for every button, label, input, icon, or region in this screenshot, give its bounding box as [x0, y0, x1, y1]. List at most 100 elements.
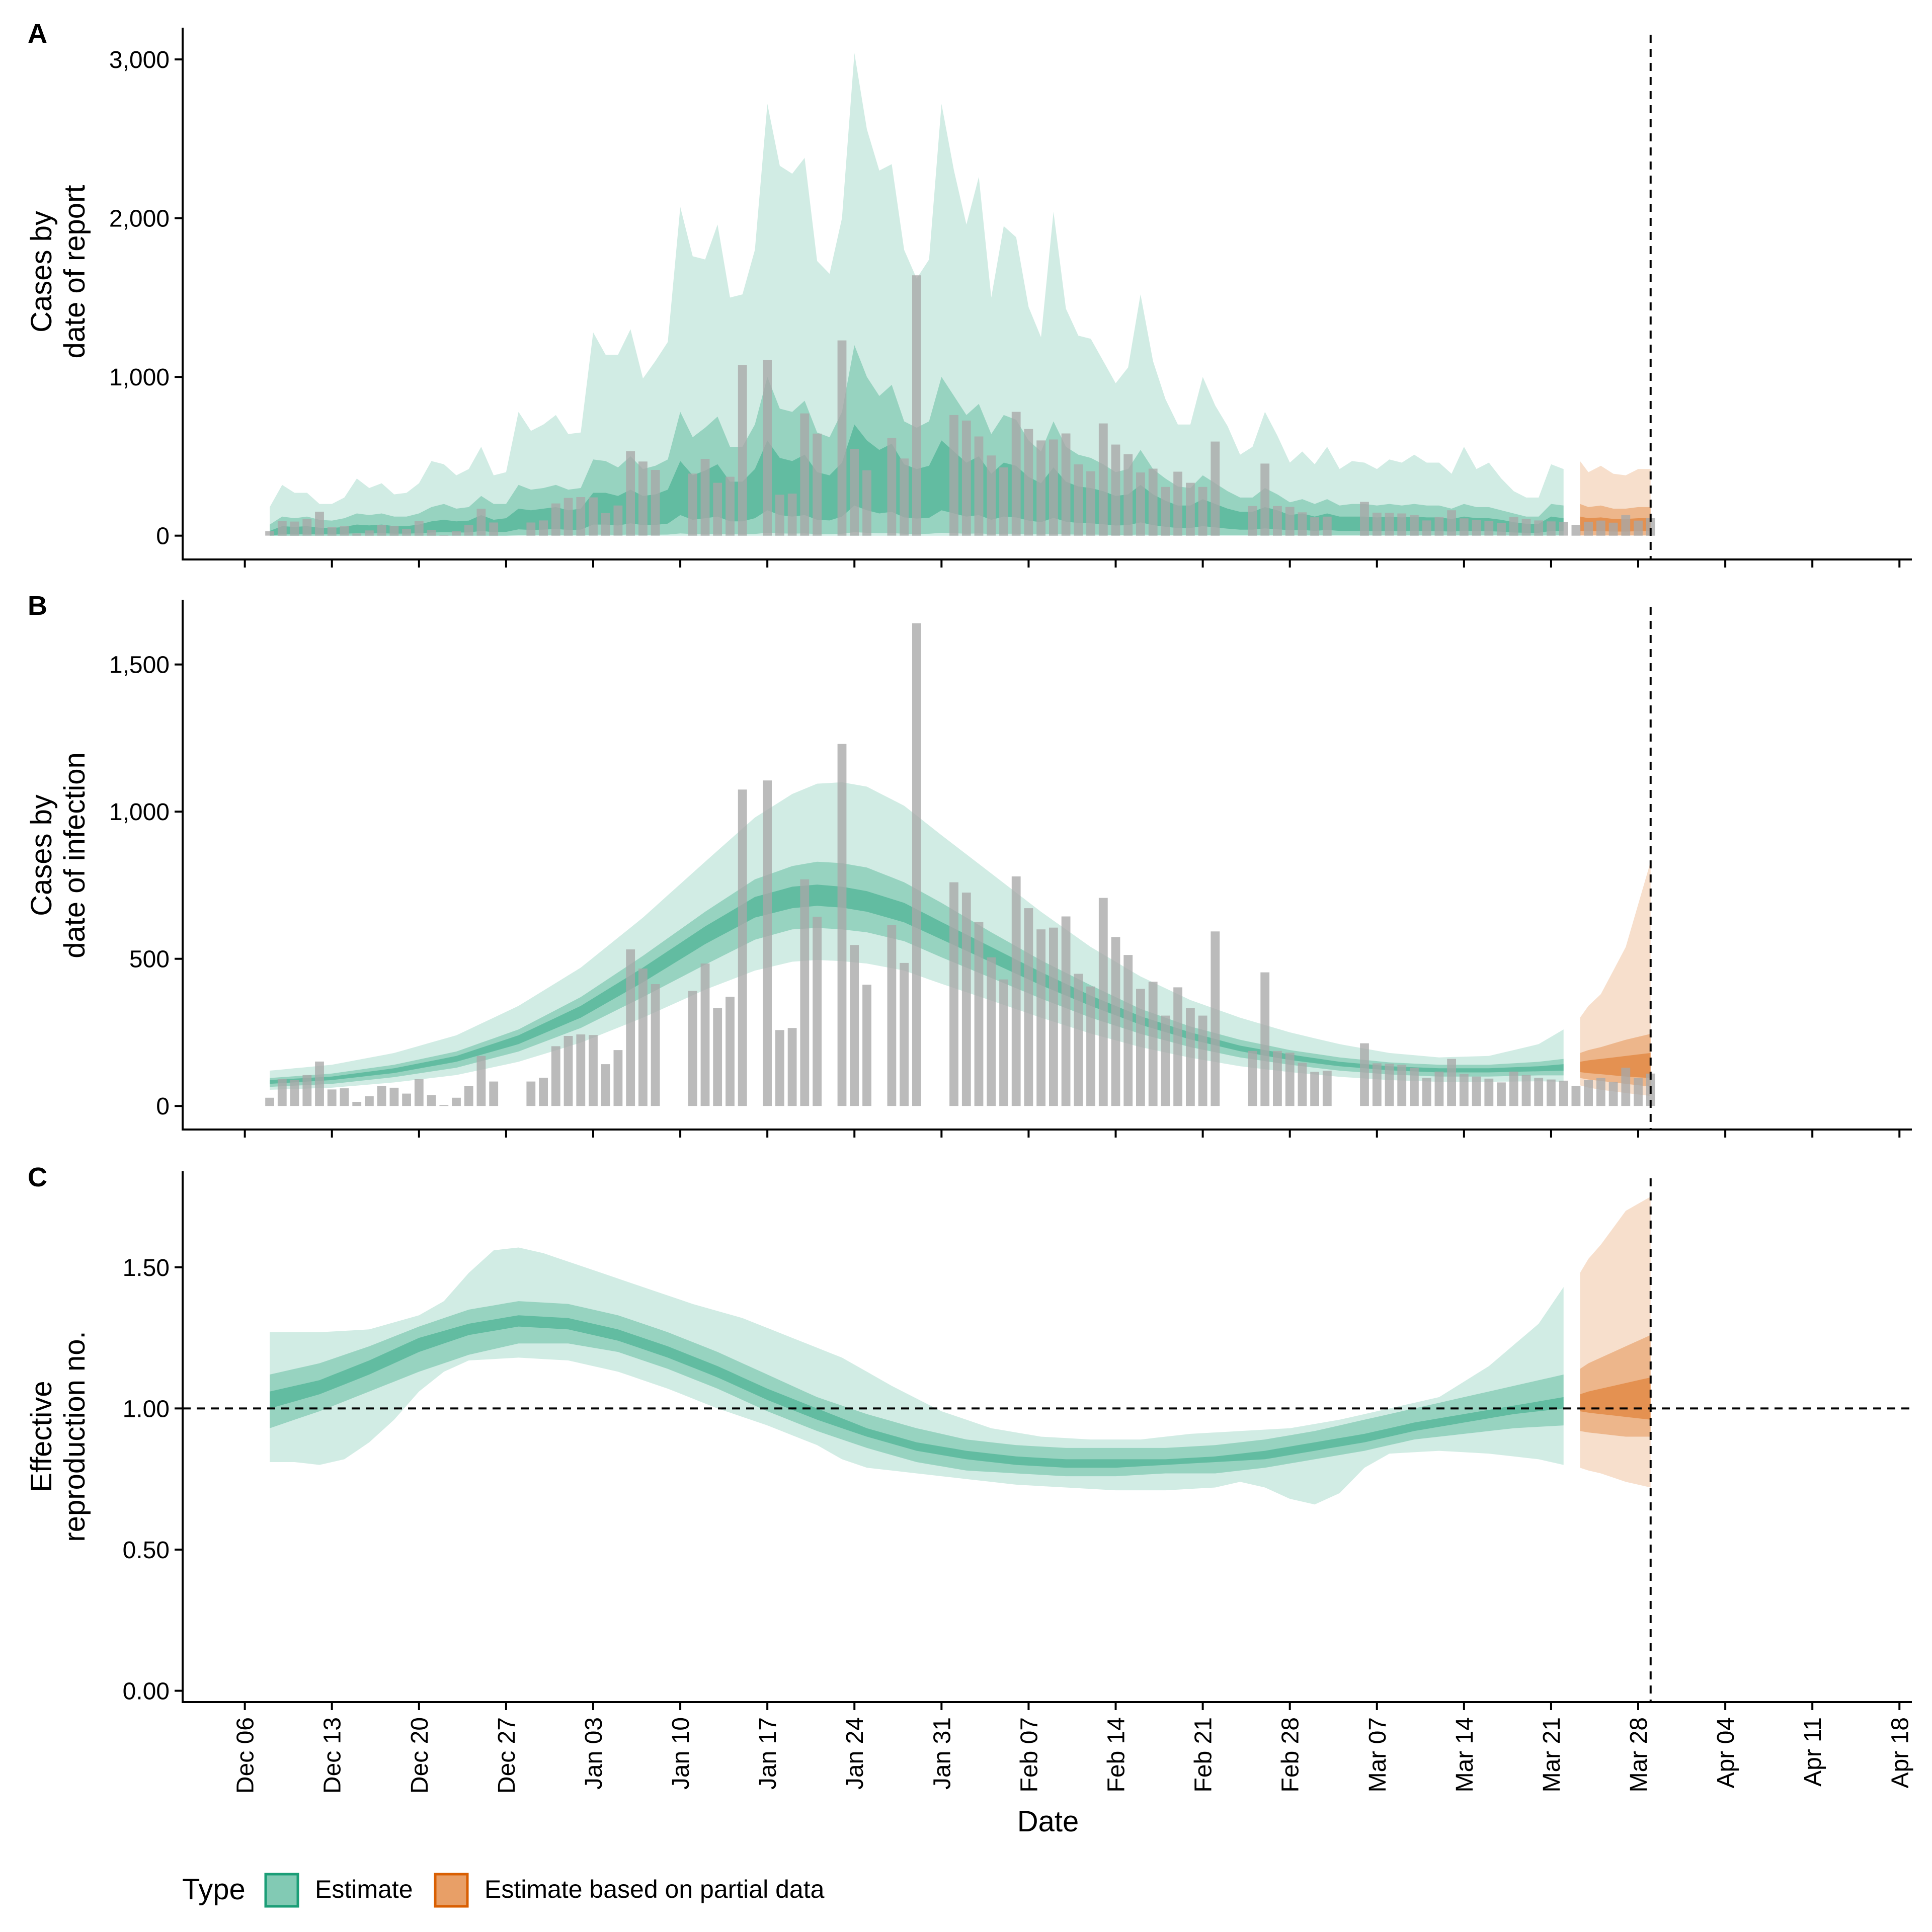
panel-a-plot: 0 1,000 2,000 3,000: [109, 28, 1912, 568]
panel-b-bar: [1273, 1051, 1282, 1106]
panel-b-bar: [1360, 1043, 1369, 1106]
panel-b-bar: [290, 1080, 299, 1106]
panel-b-ylabel-line1: Cases by: [25, 794, 58, 916]
panel-c-ytick-label: 1.00: [123, 1396, 170, 1422]
panel-a-bar: [1049, 439, 1058, 536]
panel-c-plot: 0.00 0.50 1.00 1.50: [123, 1171, 1912, 1710]
panel-b-bar: [961, 893, 971, 1106]
panel-a-bar: [688, 473, 697, 536]
panel-a-bar: [476, 509, 486, 536]
panel-b-bar: [987, 957, 996, 1106]
panel-a-bar: [1422, 520, 1431, 536]
panel-b-bar: [277, 1079, 287, 1106]
panel-b-bar: [1422, 1078, 1431, 1106]
panel-a-bar: [377, 525, 386, 536]
panel-b-bar: [1472, 1076, 1481, 1106]
panel-a-bar: [1322, 516, 1332, 536]
panel-c-tag: C: [28, 1162, 47, 1192]
panel-b-bar: [589, 1035, 598, 1106]
panel-a-bar: [775, 495, 784, 536]
panel-b-bar: [651, 984, 660, 1106]
panel-a-bar: [589, 497, 598, 536]
panel-a-bar: [787, 494, 797, 536]
panel-a-bar: [626, 451, 635, 536]
panel-b-bar: [1298, 1063, 1307, 1106]
panel-a-bar: [1584, 521, 1593, 536]
panel-a-bar: [613, 505, 623, 536]
panel-b-bar: [726, 997, 735, 1106]
x-tick-label: Jan 03: [581, 1717, 607, 1790]
panel-a-bar: [1634, 520, 1643, 536]
panel-a-bar: [389, 526, 399, 536]
panel-a-ytick-label: 3,000: [109, 47, 170, 73]
panel-b-bar: [377, 1086, 386, 1106]
panel-a-bar: [1596, 520, 1605, 536]
panel-b-bar: [1111, 937, 1120, 1106]
panel-a-bar: [1161, 487, 1170, 536]
panel-b-bar: [813, 917, 822, 1106]
x-tick-label: Apr 11: [1800, 1717, 1826, 1787]
panel-b-ytick-label: 1,500: [109, 652, 170, 679]
panel-b-bar: [402, 1093, 411, 1106]
panel-a-bar: [1534, 520, 1544, 536]
panel-a-bar: [352, 533, 362, 536]
panel-a-bar: [1559, 522, 1568, 536]
panel-b-bar: [1024, 908, 1033, 1106]
panel-b-bar: [464, 1086, 473, 1106]
panel-a-bar: [1285, 507, 1295, 536]
panel-a-bar: [576, 497, 586, 536]
panel-b-bar: [352, 1102, 362, 1106]
panel-a-bar: [1211, 441, 1220, 536]
panel-a-bar: [1608, 522, 1618, 536]
panel-c-band-mid-estimate: [270, 1301, 1564, 1477]
panel-b-bar: [613, 1050, 623, 1106]
panel-b-bar: [738, 789, 747, 1106]
panel-a-bar: [726, 476, 735, 536]
x-tick-label: Dec 06: [232, 1717, 259, 1794]
panel-a-bar: [1360, 502, 1369, 536]
panel-b-tag: B: [28, 591, 47, 621]
panel-a-bar: [1621, 515, 1631, 536]
panel-a-bar: [1011, 412, 1021, 536]
panel-b-band-outer-partial: [1580, 861, 1651, 1096]
panel-b-bar: [1061, 916, 1071, 1106]
panel-b-bar: [476, 1056, 486, 1106]
panel-a-bar: [551, 503, 560, 536]
panel-a-bar: [601, 513, 610, 536]
panel-b-bar: [775, 1030, 784, 1106]
panel-b-bar: [900, 962, 909, 1106]
panel-b-bar: [1534, 1078, 1544, 1106]
panel-b-bar: [862, 985, 871, 1106]
panel-b-bar: [1098, 898, 1108, 1106]
panel-b-bar: [837, 744, 847, 1106]
legend-label-partial: Estimate based on partial data: [485, 1875, 825, 1903]
panel-b-bar: [949, 882, 958, 1106]
panel-a-bar: [999, 467, 1008, 536]
panel-a-bar: [427, 530, 436, 536]
panel-c-ytick-label: 0.00: [123, 1678, 170, 1705]
panel-b-bar: [1484, 1078, 1494, 1106]
panel-a-bar: [1434, 517, 1444, 536]
panel-b-bar: [787, 1028, 797, 1106]
panel-a-bar: [763, 360, 772, 536]
panel-b-band-mid-partial: [1580, 1033, 1651, 1087]
panel-b-bar: [551, 1046, 560, 1106]
panel-a-bar: [1098, 423, 1108, 536]
panel-a-bar: [1136, 472, 1145, 536]
x-tick-label: Dec 20: [407, 1717, 433, 1794]
panel-b-bar: [1074, 974, 1083, 1106]
panel-a-bar: [1273, 506, 1282, 536]
x-tick-label: Jan 24: [842, 1717, 868, 1790]
panel-b-bar: [302, 1075, 312, 1106]
panel-b-bar: [1161, 1015, 1170, 1106]
panel-a-bar: [365, 530, 374, 536]
panel-a-bar: [1372, 512, 1382, 536]
panel-b-bar: [427, 1095, 436, 1106]
x-tick-label: Feb 21: [1190, 1717, 1217, 1792]
panel-a-bar: [414, 521, 424, 536]
panel-a-bar: [1571, 525, 1581, 536]
panel-b-bar: [414, 1079, 424, 1106]
x-tick-label: Jan 17: [755, 1717, 781, 1790]
panel-b-bar: [638, 969, 648, 1106]
